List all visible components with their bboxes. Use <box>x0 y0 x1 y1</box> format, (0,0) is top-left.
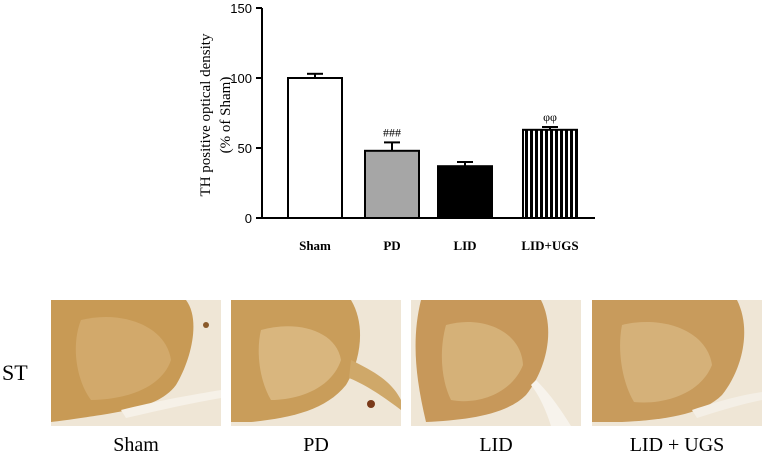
y-axis-label-line1: TH positive optical density <box>198 33 214 196</box>
micrograph-pd <box>231 300 401 426</box>
micrograph-lid-ugs <box>592 300 762 426</box>
y-tick-label-150: 150 <box>230 1 252 16</box>
x-tick-label-3: LID+UGS <box>521 238 578 253</box>
micrograph-lid <box>411 300 581 426</box>
significance-marker-3: φφ <box>543 110 557 124</box>
chart-bars <box>287 72 578 219</box>
significance-marker-1: ### <box>383 125 401 139</box>
bar-lid-ugs <box>522 128 578 219</box>
bar-chart: 0 50 100 150 Sham PD ### LID LID+UGS φφ TH posit… <box>198 1 595 253</box>
bar-pd <box>364 149 420 219</box>
chart-labels: Sham PD ### LID LID+UGS φφ <box>299 110 579 253</box>
bar-lid <box>437 165 493 219</box>
y-tick-label-100: 100 <box>230 71 252 86</box>
y-tick-label-50: 50 <box>238 141 252 156</box>
x-tick-label-1: PD <box>383 238 400 253</box>
caption-lid: LID <box>479 434 513 456</box>
x-tick-label-2: LID <box>453 238 476 253</box>
y-axis-label-line2: (% of Sham) <box>218 77 234 154</box>
caption-sham: Sham <box>113 434 159 456</box>
row-label-st: ST <box>2 360 28 385</box>
y-tick-label-0: 0 <box>245 211 252 226</box>
caption-pd: PD <box>303 434 329 456</box>
micrograph-sham <box>51 300 221 426</box>
x-tick-label-0: Sham <box>299 238 331 253</box>
caption-lid-ugs: LID + UGS <box>629 434 725 456</box>
bar-sham <box>287 77 343 219</box>
